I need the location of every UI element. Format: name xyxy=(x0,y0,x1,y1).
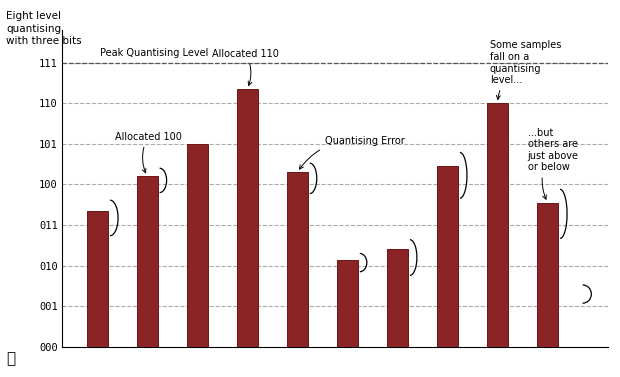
Text: Peak Quantising Level: Peak Quantising Level xyxy=(100,48,208,58)
Bar xyxy=(286,172,308,347)
Bar xyxy=(437,166,458,347)
Bar xyxy=(537,203,558,347)
Text: Some samples
fall on a
quantising
level...: Some samples fall on a quantising level.… xyxy=(490,40,561,100)
Text: ...but
others are
just above
or below: ...but others are just above or below xyxy=(528,127,578,199)
Bar xyxy=(87,211,107,347)
Text: Allocated 110: Allocated 110 xyxy=(212,49,279,86)
Text: Allocated 100: Allocated 100 xyxy=(115,132,182,173)
Text: ⌕: ⌕ xyxy=(6,351,16,366)
Bar xyxy=(237,89,258,347)
Bar xyxy=(487,103,508,347)
Bar xyxy=(187,144,208,347)
Bar xyxy=(387,250,408,347)
Text: Quantising Error: Quantising Error xyxy=(299,136,404,169)
Bar xyxy=(337,259,358,347)
Bar xyxy=(136,176,157,347)
Text: Eight level
quantising
with three bits: Eight level quantising with three bits xyxy=(6,11,82,46)
